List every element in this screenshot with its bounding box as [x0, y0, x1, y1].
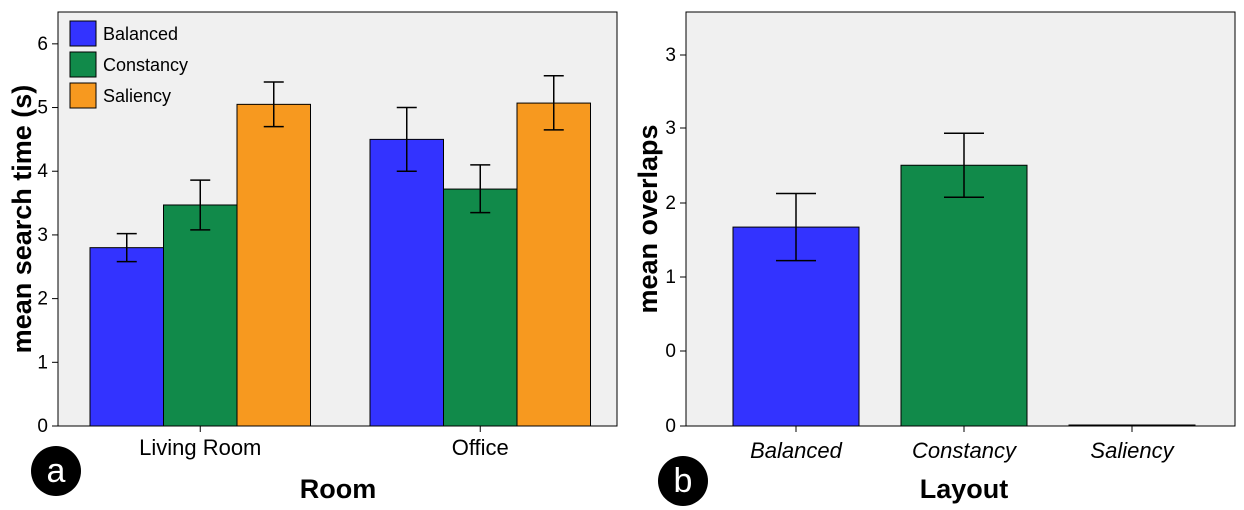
- panel-b-y-tick-label: 0: [665, 416, 676, 437]
- panel-a-category-label: Living Room: [139, 435, 261, 460]
- bar-saliency-0: [236, 103, 311, 427]
- panel-a-y-tick-label: 5: [37, 98, 48, 119]
- panel-b-y-tick-label: 0: [665, 341, 676, 362]
- panel-b-category-label: Constancy: [912, 438, 1018, 463]
- panel-b-badge: [658, 456, 708, 506]
- bar-saliency: [1068, 424, 1196, 427]
- panel-a-badge: [31, 446, 81, 496]
- legend-swatch-balanced: [69, 20, 97, 47]
- bar-balanced-1: [369, 138, 444, 427]
- panel-b-y-tick-label: 1: [665, 267, 676, 288]
- panel-a-x-axis-label: Room: [300, 474, 377, 504]
- panel-a: 0 1 2 3 4 5 6 Living Room Office Balanced Consta…: [7, 11, 618, 504]
- panel-b-y-tick-label: 3: [665, 45, 676, 66]
- panel-b-x-axis-label: Layout: [920, 474, 1009, 504]
- bar-constancy-0: [163, 204, 238, 427]
- legend-swatch-constancy: [69, 51, 97, 78]
- panel-a-y-tick-label: 6: [37, 34, 48, 55]
- panel-a-y-tick-label: 3: [37, 225, 48, 246]
- panel-a-y-tick-label: 1: [37, 352, 48, 373]
- legend-label-balanced: Balanced: [103, 24, 178, 44]
- panel-b-y-tick-label: 3: [665, 118, 676, 139]
- legend-label-constancy: Constancy: [103, 55, 188, 75]
- panel-b-category-label: Saliency: [1090, 438, 1175, 463]
- panel-b-badge-label: b: [674, 462, 693, 500]
- panel-b-y-axis-label: mean overlaps: [633, 124, 663, 313]
- panel-b-y-tick-label: 2: [665, 193, 676, 214]
- panel-a-y-tick-label: 2: [37, 289, 48, 310]
- bar-saliency-1: [516, 102, 591, 427]
- bar-constancy-1: [443, 188, 518, 427]
- panel-b-category-label: Balanced: [750, 438, 843, 463]
- bar-balanced-0: [89, 247, 164, 427]
- panel-a-y-axis-label: mean search time (s): [7, 85, 37, 354]
- panel-a-category-label: Office: [452, 435, 509, 460]
- legend-label-saliency: Saliency: [103, 86, 171, 106]
- legend-swatch-saliency: [69, 82, 97, 109]
- panel-a-y-tick-label: 4: [37, 161, 48, 182]
- bar-constancy: [900, 164, 1028, 427]
- panel-b: 0 0 1 2 3 3 Balanced Constancy Saliency mean ov…: [633, 11, 1236, 506]
- panel-a-y-tick-label: 0: [37, 416, 48, 437]
- panel-a-badge-label: a: [47, 452, 66, 490]
